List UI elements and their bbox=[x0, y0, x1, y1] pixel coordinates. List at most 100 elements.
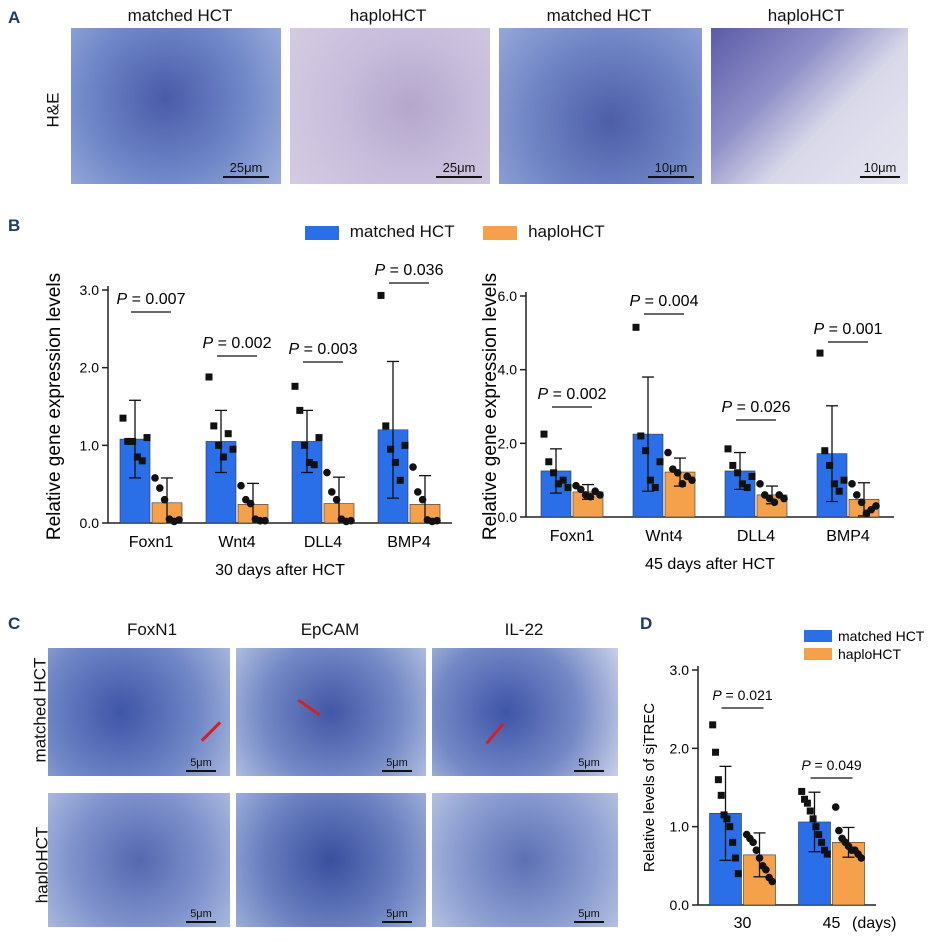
data-point-haplo bbox=[768, 877, 777, 886]
data-point-matched bbox=[377, 291, 385, 299]
data-point-matched bbox=[637, 432, 645, 440]
x-tick-label: 45 bbox=[823, 915, 841, 932]
data-point-matched bbox=[396, 476, 404, 484]
scale-label: 10μm bbox=[654, 160, 688, 175]
data-point-matched bbox=[554, 480, 562, 488]
ihc-foxn1-matched: 5μm bbox=[48, 648, 230, 776]
ihc-epcam-matched: 5μm bbox=[236, 648, 426, 776]
panel-d-label: D bbox=[640, 614, 653, 633]
he-image-matched-25um: 25μm bbox=[71, 28, 281, 184]
red-arrow-icon bbox=[200, 721, 222, 742]
p-value-label: P = 0.002 bbox=[538, 386, 607, 403]
data-point-haplo bbox=[664, 448, 672, 457]
data-point-haplo bbox=[418, 495, 427, 504]
data-point-matched bbox=[816, 349, 824, 357]
legend-label-haplo: haploHCT bbox=[528, 222, 605, 241]
legend-label: matched HCT bbox=[838, 630, 925, 644]
data-point-matched bbox=[809, 815, 817, 823]
data-point-haplo bbox=[156, 484, 164, 492]
ihc-il22-matched: 5μm bbox=[432, 648, 618, 776]
data-point-matched bbox=[731, 854, 739, 862]
data-point-matched bbox=[815, 831, 823, 838]
ihc-epcam-haplo: 5μm bbox=[236, 793, 426, 927]
p-value-label: P = 0.002 bbox=[203, 335, 272, 352]
p-value-label: P = 0.001 bbox=[814, 321, 883, 338]
data-point-matched bbox=[545, 458, 553, 466]
scale-label: 5μm bbox=[578, 908, 600, 920]
data-point-matched bbox=[382, 422, 390, 430]
data-point-matched bbox=[835, 487, 843, 495]
p-value-label: P = 0.004 bbox=[630, 293, 699, 310]
data-point-matched bbox=[726, 823, 734, 831]
data-point-matched bbox=[729, 838, 737, 846]
data-point-matched bbox=[124, 437, 132, 445]
data-point-haplo bbox=[261, 516, 269, 525]
y-tick-label: 3.0 bbox=[80, 282, 100, 298]
data-point-matched bbox=[723, 815, 731, 823]
data-point-haplo bbox=[756, 480, 764, 488]
x-tick-label: BMP4 bbox=[826, 528, 870, 545]
data-point-haplo bbox=[780, 494, 788, 503]
data-point-haplo bbox=[323, 468, 331, 477]
data-point-matched bbox=[119, 414, 127, 422]
data-point-haplo bbox=[577, 485, 585, 494]
data-point-matched bbox=[133, 453, 141, 461]
y-tick-label: 0.0 bbox=[80, 515, 100, 531]
data-point-matched bbox=[712, 748, 720, 756]
p-value-label: P = 0.021 bbox=[712, 687, 773, 703]
data-point-matched bbox=[129, 437, 137, 445]
data-point-matched bbox=[540, 430, 548, 438]
scale-label: 5μm bbox=[386, 757, 408, 769]
data-point-haplo bbox=[347, 516, 355, 525]
data-point-matched bbox=[219, 453, 227, 461]
x-tick-label: DLL4 bbox=[737, 528, 775, 545]
p-value-label: P = 0.049 bbox=[801, 757, 862, 773]
data-point-matched bbox=[748, 472, 756, 480]
chart-b-30-days: 0.0 1.0 2.0 3.0 Relative gene expression lev… bbox=[44, 262, 452, 579]
data-point-matched bbox=[291, 382, 299, 390]
data-point-haplo bbox=[246, 499, 255, 508]
x-axis-label: 45 days after HCT bbox=[645, 556, 775, 573]
data-point-haplo bbox=[160, 495, 169, 504]
data-point-matched bbox=[632, 323, 640, 331]
data-point-matched bbox=[821, 447, 829, 455]
data-point-matched bbox=[714, 776, 722, 784]
data-point-matched bbox=[806, 807, 814, 815]
data-point-matched bbox=[812, 823, 820, 831]
y-axis-label: Relative gene expression levels bbox=[480, 273, 501, 540]
red-arrow-icon bbox=[485, 722, 505, 745]
data-point-matched bbox=[210, 422, 218, 430]
data-point-matched bbox=[310, 461, 318, 469]
scale-label: 10μm bbox=[863, 160, 897, 175]
data-point-matched bbox=[401, 441, 409, 449]
x-tick-label: Wnt4 bbox=[645, 528, 682, 545]
data-point-matched bbox=[734, 870, 742, 878]
data-point-haplo bbox=[596, 491, 604, 499]
data-point-matched bbox=[820, 846, 828, 854]
data-point-haplo bbox=[409, 463, 417, 471]
data-point-matched bbox=[305, 458, 313, 466]
scale-label: 25μm bbox=[229, 160, 263, 175]
data-point-matched bbox=[840, 476, 848, 484]
data-point-matched bbox=[743, 484, 751, 492]
panel-b-legend: matched HCT haploHCT bbox=[305, 222, 605, 242]
y-tick-label: 2.0 bbox=[498, 435, 518, 451]
panel-b-label: B bbox=[8, 216, 21, 235]
y-tick-label: 6.0 bbox=[498, 288, 518, 304]
data-point-haplo bbox=[328, 488, 336, 496]
data-point-matched bbox=[803, 799, 811, 807]
data-point-matched bbox=[729, 461, 737, 469]
p-value-label: P = 0.026 bbox=[722, 399, 791, 416]
data-point-matched bbox=[738, 480, 746, 488]
data-point-haplo bbox=[848, 480, 856, 488]
scale-label: 5μm bbox=[386, 908, 408, 920]
legend-swatch bbox=[804, 648, 832, 660]
data-point-haplo bbox=[433, 516, 441, 525]
data-point-matched bbox=[301, 441, 309, 449]
data-point-matched bbox=[315, 434, 323, 442]
data-point-matched bbox=[801, 795, 809, 803]
data-point-matched bbox=[818, 838, 826, 846]
ihc-il22-haplo: 5μm bbox=[432, 793, 618, 927]
data-point-haplo bbox=[857, 498, 866, 507]
